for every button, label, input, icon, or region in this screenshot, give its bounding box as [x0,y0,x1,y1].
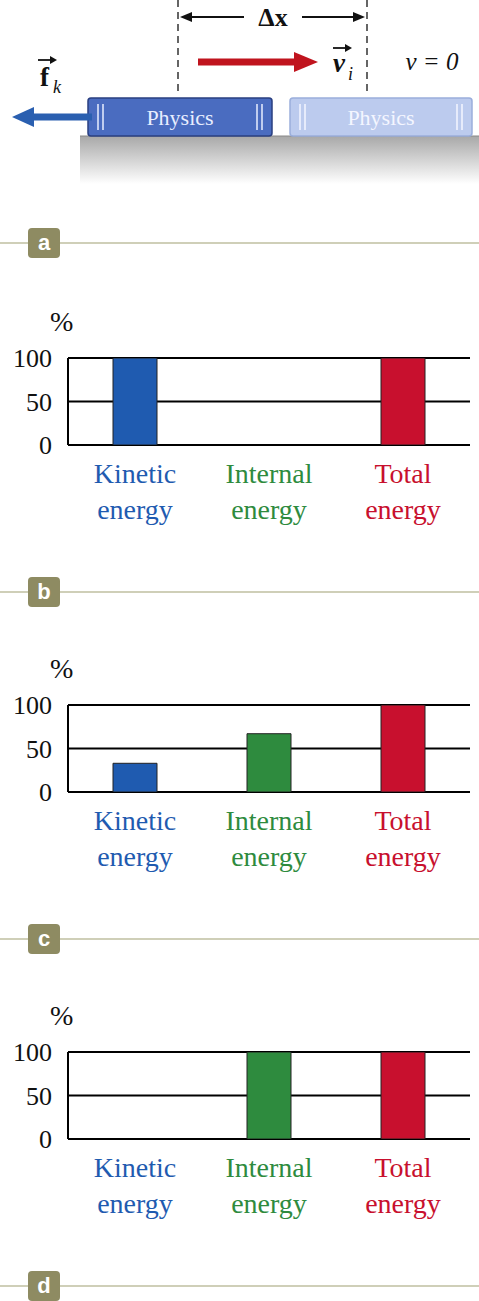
svg-text:Physics: Physics [146,105,213,130]
svg-text:v = 0: v = 0 [406,48,459,75]
svg-text:Kineticenergy: Kineticenergy [94,805,176,872]
svg-text:0: 0 [39,1125,52,1154]
svg-text:v: v [333,48,346,78]
svg-text:Δx: Δx [258,3,287,32]
svg-text:Totalenergy: Totalenergy [365,1152,441,1219]
svg-text:Internalenergy: Internalenergy [225,458,312,525]
svg-text:Totalenergy: Totalenergy [365,805,441,872]
html-text:b: b [37,579,51,604]
svg-text:Internalenergy: Internalenergy [225,1152,312,1219]
html-text:a: a [37,230,51,255]
svg-text:50: 50 [26,735,52,764]
svg-text:Totalenergy: Totalenergy [365,458,441,525]
svg-text:100: 100 [13,691,52,720]
svg-text:0: 0 [39,778,52,807]
svg-text:Physics: Physics [347,105,414,130]
svg-text:i: i [348,64,353,84]
svg-text:Internalenergy: Internalenergy [225,805,312,872]
svg-text:50: 50 [26,1082,52,1111]
html-text:d: d [37,1273,51,1298]
svg-text:f: f [40,62,50,92]
svg-text:Kineticenergy: Kineticenergy [94,458,176,525]
svg-text:50: 50 [26,388,52,417]
svg-text:100: 100 [13,344,52,373]
svg-text:Kineticenergy: Kineticenergy [94,1152,176,1219]
svg-text:0: 0 [39,431,52,460]
svg-text:k: k [53,77,62,97]
svg-text:100: 100 [13,1038,52,1067]
html-text:c: c [37,926,51,951]
